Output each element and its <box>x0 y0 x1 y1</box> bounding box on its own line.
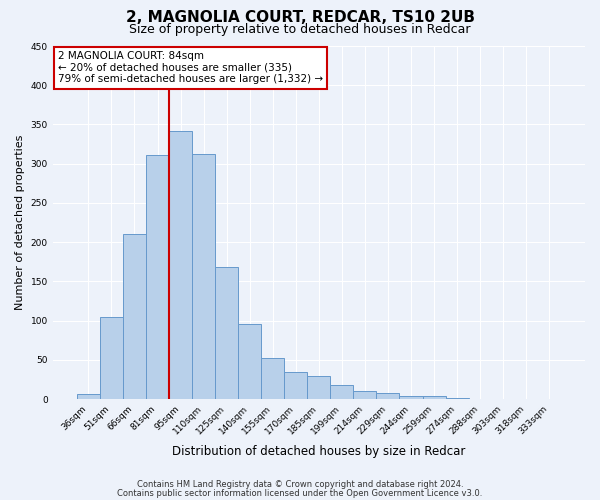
Bar <box>192 154 215 399</box>
Bar <box>446 398 469 399</box>
Bar <box>77 394 100 399</box>
Y-axis label: Number of detached properties: Number of detached properties <box>15 135 25 310</box>
Bar <box>376 393 400 399</box>
Bar <box>123 234 146 399</box>
Text: Size of property relative to detached houses in Redcar: Size of property relative to detached ho… <box>129 22 471 36</box>
Bar <box>353 390 376 399</box>
Text: 2 MAGNOLIA COURT: 84sqm
← 20% of detached houses are smaller (335)
79% of semi-d: 2 MAGNOLIA COURT: 84sqm ← 20% of detache… <box>58 52 323 84</box>
Bar <box>400 396 422 399</box>
Bar <box>100 317 123 399</box>
X-axis label: Distribution of detached houses by size in Redcar: Distribution of detached houses by size … <box>172 444 466 458</box>
Bar <box>284 372 307 399</box>
Bar <box>261 358 284 399</box>
Bar <box>238 324 261 399</box>
Bar <box>215 268 238 399</box>
Bar <box>331 385 353 399</box>
Bar <box>422 396 446 399</box>
Bar <box>146 155 169 399</box>
Text: Contains public sector information licensed under the Open Government Licence v3: Contains public sector information licen… <box>118 489 482 498</box>
Bar <box>307 376 331 399</box>
Text: 2, MAGNOLIA COURT, REDCAR, TS10 2UB: 2, MAGNOLIA COURT, REDCAR, TS10 2UB <box>125 10 475 25</box>
Bar <box>169 131 192 399</box>
Text: Contains HM Land Registry data © Crown copyright and database right 2024.: Contains HM Land Registry data © Crown c… <box>137 480 463 489</box>
